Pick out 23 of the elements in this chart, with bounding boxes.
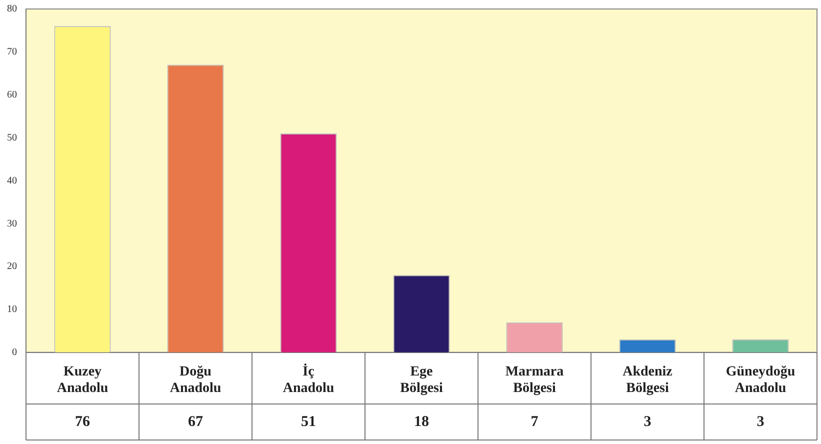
data-label: 67 [188,414,204,430]
y-tick-label: 60 [7,89,17,100]
data-label: 76 [75,414,90,430]
x-tick-label: Doğu Anadolu [170,364,222,396]
y-tick-label: 40 [7,175,17,186]
x-tick-label: Kuzey Anadolu [56,364,108,396]
data-label: 3 [644,414,652,430]
y-tick-label: 50 [7,132,17,144]
data-label: 51 [301,414,316,430]
x-tick-label: Güneydoğu Anadolu [726,364,796,396]
data-label: 7 [530,414,539,430]
x-tick-label: Marmara Bölgesi [505,364,564,396]
x-tick-label: Ege Bölgesi [400,364,443,396]
x-tick-label: Akdeniz Bölgesi [622,364,672,396]
y-tick-label: 70 [7,46,17,58]
data-label: 3 [756,414,764,430]
x-tick-label: İç Anadolu [282,363,334,396]
data-label: 18 [414,414,429,430]
y-tick-label: 20 [7,261,17,272]
y-tick-label: 80 [7,4,17,15]
y-tick-label: 0 [12,347,17,358]
y-tick-label: 30 [7,218,17,230]
y-tick-label: 10 [7,304,17,316]
